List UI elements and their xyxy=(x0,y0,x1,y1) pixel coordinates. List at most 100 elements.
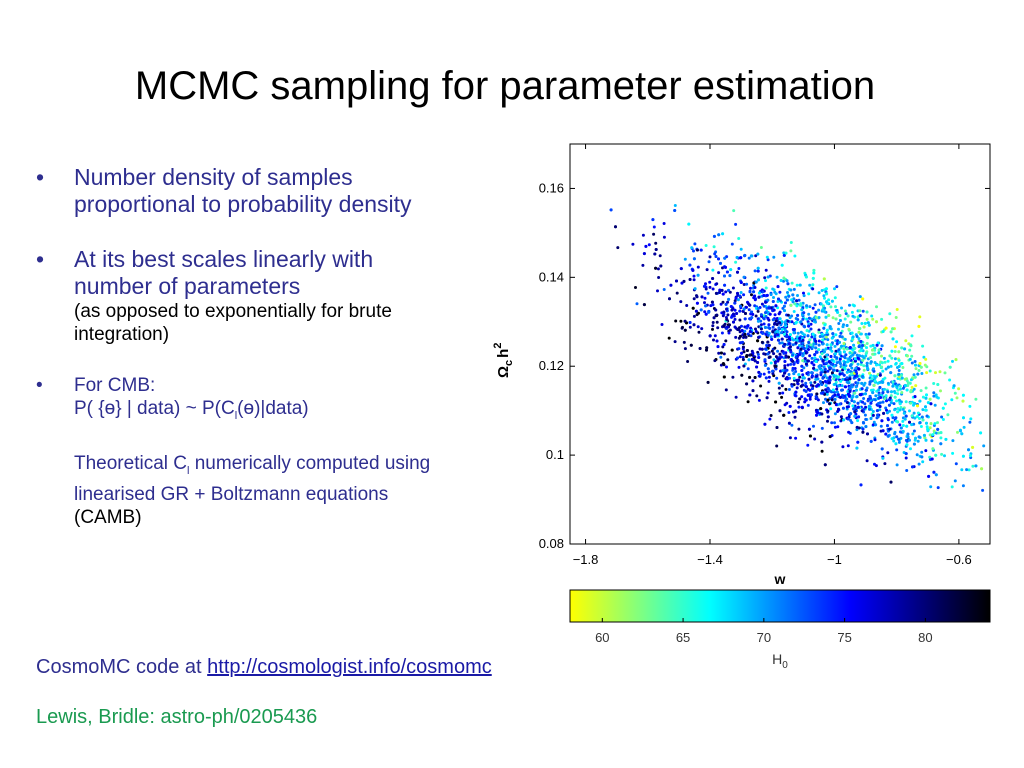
scatter-point xyxy=(798,353,802,357)
scatter-point xyxy=(792,383,796,387)
scatter-point xyxy=(769,335,773,339)
scatter-point xyxy=(922,433,926,437)
scatter-point xyxy=(772,308,776,312)
scatter-point xyxy=(962,416,965,420)
scatter-point xyxy=(774,364,778,368)
scatter-point xyxy=(923,436,927,440)
scatter-point xyxy=(842,342,846,345)
scatter-point xyxy=(780,331,783,335)
scatter-point xyxy=(903,417,907,421)
scatter-point xyxy=(878,373,882,377)
scatter-point xyxy=(848,351,852,355)
scatter-point xyxy=(763,276,767,280)
scatter-point xyxy=(796,331,800,335)
scatter-point xyxy=(913,416,917,420)
scatter-point xyxy=(967,468,971,472)
scatter-point xyxy=(828,366,832,370)
scatter-point xyxy=(825,353,829,357)
y-axis-label-base: Ω xyxy=(495,366,512,378)
scatter-point xyxy=(738,309,742,313)
scatter-point xyxy=(837,384,841,388)
scatter-point xyxy=(861,297,865,301)
scatter-point xyxy=(910,354,914,358)
scatter-point xyxy=(788,436,792,440)
scatter-point xyxy=(688,321,692,324)
scatter-point xyxy=(909,389,913,393)
scatter-point xyxy=(727,297,731,301)
scatter-point xyxy=(751,312,755,316)
scatter-point xyxy=(651,218,655,222)
scatter-point xyxy=(749,286,752,290)
scatter-point xyxy=(817,330,821,334)
scatter-point xyxy=(856,419,860,423)
scatter-point xyxy=(811,384,815,388)
x-tick-label: −0.6 xyxy=(946,552,972,567)
scatter-point xyxy=(871,410,875,413)
scatter-point xyxy=(804,275,808,279)
scatter-point xyxy=(904,438,908,442)
scatter-point xyxy=(886,381,890,385)
scatter-point xyxy=(819,302,823,306)
scatter-point xyxy=(787,421,791,425)
scatter-point xyxy=(734,335,738,339)
scatter-point xyxy=(834,374,838,378)
scatter-point xyxy=(756,269,760,273)
scatter-point xyxy=(775,426,779,429)
scatter-point xyxy=(742,350,746,354)
scatter-point xyxy=(878,408,882,412)
scatter-point xyxy=(784,295,788,299)
scatter-point xyxy=(833,352,837,356)
scatter-point xyxy=(738,341,742,345)
scatter-point xyxy=(895,463,899,467)
scatter-point xyxy=(802,311,806,315)
scatter-point xyxy=(918,315,922,319)
scatter-point xyxy=(775,376,779,380)
scatter-point xyxy=(796,346,800,350)
scatter-point xyxy=(869,360,873,364)
scatter-point xyxy=(955,396,959,400)
scatter-point xyxy=(862,407,866,411)
scatter-point xyxy=(673,204,677,207)
scatter-point xyxy=(823,350,826,354)
scatter-point xyxy=(718,288,722,292)
scatter-point xyxy=(768,355,772,359)
scatter-point xyxy=(833,393,837,397)
scatter-point xyxy=(756,353,760,356)
scatter-point xyxy=(739,291,743,294)
scatter-point xyxy=(859,340,863,343)
scatter-point xyxy=(805,329,809,333)
scatter-point xyxy=(856,401,860,405)
scatter-point xyxy=(756,317,760,321)
scatter-point xyxy=(962,425,966,429)
scatter-point xyxy=(785,368,789,372)
scatter-point xyxy=(821,308,825,312)
scatter-point xyxy=(826,409,830,413)
scatter-point xyxy=(775,323,779,326)
scatter-point xyxy=(897,440,901,444)
scatter-point xyxy=(698,347,702,350)
scatter-point xyxy=(818,355,822,359)
scatter-point xyxy=(791,343,795,347)
scatter-point xyxy=(735,256,739,259)
scatter-point xyxy=(814,310,818,314)
scatter-point xyxy=(917,369,921,372)
scatter-point xyxy=(717,271,721,275)
scatter-point xyxy=(840,344,843,348)
scatter-point xyxy=(869,401,873,405)
scatter-point xyxy=(662,222,666,225)
scatter-point xyxy=(828,435,832,439)
colorbar-label-base: H xyxy=(772,651,782,667)
scatter-point xyxy=(705,346,709,350)
scatter-point xyxy=(948,365,952,369)
scatter-point xyxy=(806,320,810,324)
scatter-point xyxy=(808,397,812,401)
scatter-point xyxy=(856,440,860,444)
scatter-point xyxy=(700,295,704,299)
scatter-point xyxy=(771,300,775,303)
cosmomc-link[interactable]: http://cosmologist.info/cosmomc xyxy=(207,656,492,678)
scatter-point xyxy=(711,321,715,324)
scatter-point xyxy=(769,361,773,365)
formula-subscript: l xyxy=(234,409,238,422)
scatter-point xyxy=(755,365,759,369)
scatter-point xyxy=(772,296,775,299)
